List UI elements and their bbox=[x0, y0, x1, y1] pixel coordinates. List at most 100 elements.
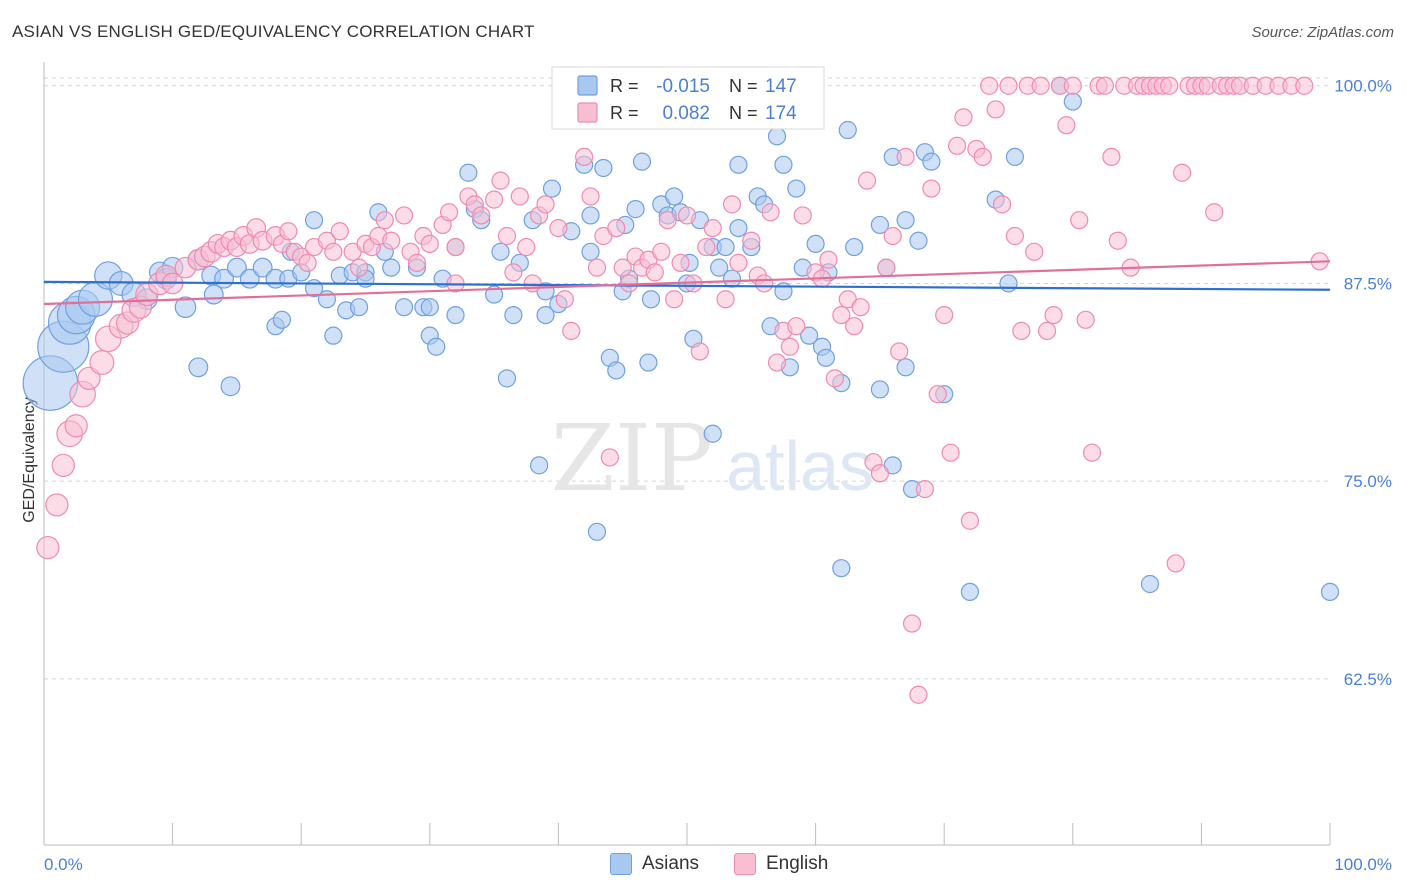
data-point bbox=[665, 187, 684, 206]
stats-n-value: 174 bbox=[765, 103, 797, 124]
data-point bbox=[1160, 76, 1179, 95]
legend-label-asians: Asians bbox=[642, 853, 700, 874]
data-point bbox=[382, 231, 401, 250]
data-point bbox=[203, 284, 224, 305]
legend-item-asians[interactable]: Asians bbox=[610, 850, 699, 878]
data-point bbox=[510, 187, 529, 206]
stats-swatch-asians bbox=[577, 75, 598, 96]
data-point bbox=[999, 274, 1018, 293]
data-point bbox=[652, 242, 671, 261]
data-point bbox=[838, 120, 857, 140]
stats-n-label: N = bbox=[729, 76, 758, 96]
data-point bbox=[607, 361, 626, 380]
data-point bbox=[690, 342, 709, 361]
data-point bbox=[459, 163, 478, 182]
data-point bbox=[491, 171, 510, 190]
data-point bbox=[427, 337, 446, 356]
y-tick-label: 100.0% bbox=[1334, 77, 1392, 96]
data-point bbox=[536, 305, 555, 325]
legend-label-english: English bbox=[766, 853, 829, 874]
data-point bbox=[607, 218, 626, 238]
data-point bbox=[870, 464, 890, 483]
data-point bbox=[980, 76, 999, 95]
data-point bbox=[174, 296, 197, 318]
trend-line-english bbox=[43, 260, 1331, 306]
data-point bbox=[1063, 76, 1082, 95]
data-point bbox=[485, 190, 504, 209]
data-point bbox=[420, 234, 439, 254]
data-point bbox=[742, 231, 761, 250]
data-point bbox=[349, 258, 369, 277]
data-point bbox=[1102, 147, 1121, 167]
data-point bbox=[226, 257, 247, 278]
data-point bbox=[641, 290, 661, 309]
tick-labels: 62.5% 75.0% 87.5% 100.0% 0.0% 100.0% bbox=[44, 77, 1392, 874]
data-point bbox=[220, 376, 241, 397]
data-point bbox=[896, 358, 915, 377]
data-point bbox=[1095, 76, 1115, 95]
data-point bbox=[832, 305, 851, 325]
data-point bbox=[272, 310, 292, 329]
data-point bbox=[787, 179, 806, 198]
data-point bbox=[317, 290, 337, 309]
data-point bbox=[915, 479, 935, 499]
data-point bbox=[472, 206, 491, 225]
data-point bbox=[729, 218, 748, 238]
data-point bbox=[851, 298, 870, 317]
legend-bottom: Asians English bbox=[0, 850, 1406, 878]
data-point bbox=[581, 242, 600, 261]
data-point bbox=[1037, 321, 1057, 341]
data-point bbox=[279, 222, 298, 241]
data-point bbox=[555, 290, 574, 309]
x-tick-label: 100.0% bbox=[1334, 855, 1392, 874]
data-point bbox=[755, 274, 774, 293]
data-point bbox=[645, 263, 664, 282]
data-point bbox=[587, 522, 607, 541]
trend-line-asians bbox=[43, 280, 1331, 291]
data-point bbox=[581, 187, 600, 206]
stats-swatch-english bbox=[577, 102, 598, 123]
data-point bbox=[1031, 76, 1050, 95]
data-point bbox=[64, 414, 88, 438]
data-point bbox=[767, 127, 787, 146]
data-point bbox=[793, 206, 812, 225]
data-point bbox=[1295, 76, 1314, 95]
data-point bbox=[1012, 321, 1031, 341]
data-point bbox=[89, 350, 115, 376]
watermark: ZIP atlas bbox=[551, 405, 874, 512]
data-point bbox=[671, 253, 690, 272]
data-point bbox=[703, 424, 722, 443]
data-point bbox=[632, 152, 652, 171]
data-point bbox=[716, 237, 735, 257]
legend-item-english[interactable]: English bbox=[734, 850, 828, 878]
axes bbox=[43, 62, 1331, 846]
data-point bbox=[549, 218, 568, 238]
data-point bbox=[613, 258, 632, 277]
data-point bbox=[825, 369, 844, 388]
data-point bbox=[767, 353, 787, 372]
data-point bbox=[626, 200, 645, 219]
data-point bbox=[491, 242, 510, 261]
data-point bbox=[800, 326, 819, 345]
data-point bbox=[446, 237, 465, 257]
data-point bbox=[941, 443, 960, 462]
data-point bbox=[710, 258, 729, 277]
data-point bbox=[581, 206, 600, 225]
data-point bbox=[780, 337, 799, 356]
data-point bbox=[504, 263, 523, 282]
data-point bbox=[729, 155, 748, 174]
series-asians bbox=[22, 76, 1340, 602]
data-point bbox=[594, 158, 613, 178]
source-credit: Source: ZipAtlas.com bbox=[1251, 24, 1394, 41]
data-point bbox=[298, 253, 317, 272]
data-point bbox=[304, 211, 324, 230]
stats-n-label: N = bbox=[729, 103, 758, 123]
data-point bbox=[188, 357, 209, 378]
stats-r-label: R = bbox=[610, 76, 639, 96]
data-point bbox=[845, 317, 864, 336]
data-point bbox=[1025, 242, 1044, 261]
data-point bbox=[665, 290, 684, 309]
data-point bbox=[703, 218, 722, 238]
data-point bbox=[575, 147, 594, 167]
